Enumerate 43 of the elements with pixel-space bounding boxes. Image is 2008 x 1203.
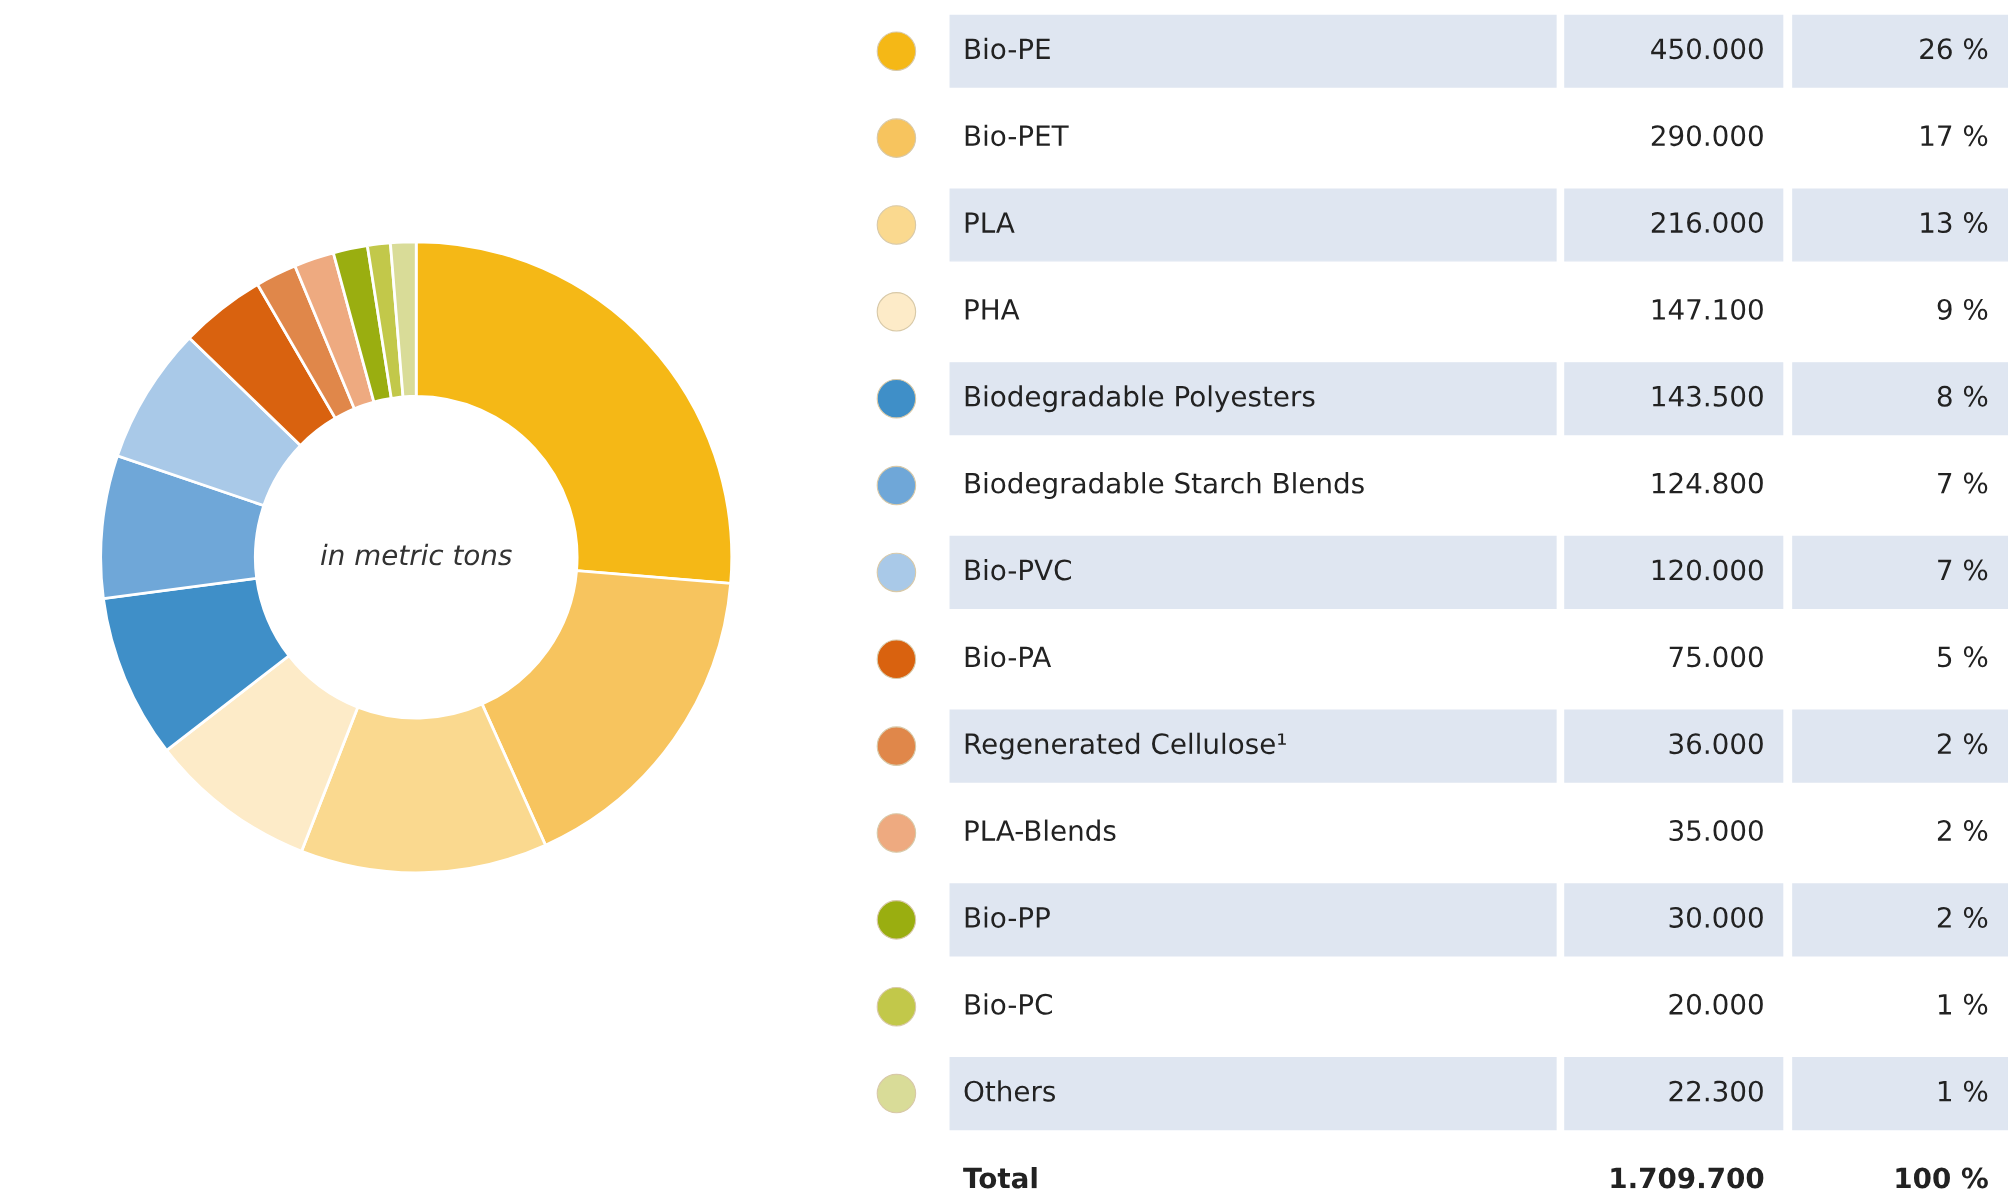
text: 1 % bbox=[1938, 1080, 1988, 1102]
text: 7 % bbox=[1938, 472, 1988, 494]
text: 5 % bbox=[1938, 646, 1988, 668]
text: 2 % bbox=[1937, 733, 1988, 755]
text: 100 % bbox=[1896, 1167, 1988, 1189]
legend-label: Bio-PET bbox=[965, 124, 1069, 147]
text: 2 % bbox=[1937, 906, 1988, 928]
text: in metric tons bbox=[320, 543, 512, 566]
data-label: 216.000 bbox=[1651, 212, 1763, 234]
data-label: 450.000 bbox=[1651, 38, 1763, 60]
data-label: 30.000 bbox=[1669, 906, 1763, 928]
legend-label: Biodegradable Polyesters bbox=[965, 385, 1315, 413]
text: 26 % bbox=[1920, 38, 1988, 60]
text: 9 % bbox=[1937, 298, 1988, 320]
data-label: 124.800 bbox=[1652, 472, 1763, 494]
data-label: 22.300 bbox=[1669, 1080, 1763, 1102]
data-label: 36.000 bbox=[1669, 733, 1763, 755]
data-label: 20.000 bbox=[1669, 993, 1763, 1015]
legend-label: Others bbox=[964, 1080, 1056, 1102]
data-label: 143.500 bbox=[1652, 385, 1763, 407]
legend-label: Bio-PE bbox=[965, 37, 1050, 60]
text: 17 % bbox=[1921, 125, 1988, 147]
legend-label: PLA bbox=[965, 212, 1015, 233]
legend-label: Bio-PP bbox=[965, 906, 1050, 928]
legend-label: Bio-PVC bbox=[965, 558, 1071, 581]
text: 1.709.700 bbox=[1611, 1167, 1764, 1189]
legend-label: Regenerated Cellulose¹ bbox=[965, 732, 1286, 760]
legend-label: Biodegradable Starch Blends bbox=[965, 472, 1364, 499]
text: 7 % bbox=[1938, 559, 1988, 581]
text: 8 % bbox=[1937, 385, 1988, 407]
data-label: 147.100 bbox=[1652, 298, 1763, 320]
data-label: 120.000 bbox=[1652, 559, 1763, 581]
legend-label: PHA bbox=[965, 299, 1020, 320]
legend-label: Bio-PA bbox=[965, 645, 1052, 668]
text: 13 % bbox=[1921, 212, 1988, 234]
data-label: 75.000 bbox=[1669, 646, 1763, 668]
legend-label: PLA-Blends bbox=[965, 819, 1116, 842]
data-label: 35.000 bbox=[1669, 820, 1763, 842]
text: Total bbox=[963, 1167, 1037, 1189]
legend-label: Bio-PC bbox=[965, 993, 1052, 1015]
text: 1 % bbox=[1938, 993, 1988, 1015]
text: 2 % bbox=[1937, 820, 1988, 842]
data-label: 290.000 bbox=[1651, 125, 1763, 147]
